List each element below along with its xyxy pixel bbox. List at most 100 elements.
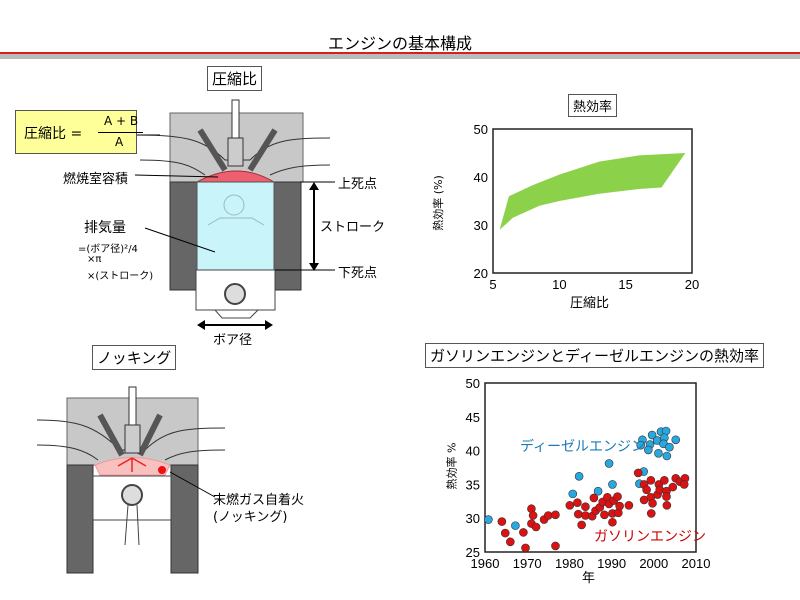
chart2-ytick: 40	[466, 444, 480, 459]
gasoline-point	[613, 492, 622, 501]
gasoline-point	[573, 509, 583, 519]
knocking-title: ノッキング	[92, 345, 177, 370]
chart2-xtick: 1980	[555, 556, 584, 571]
gasoline-point	[497, 517, 507, 526]
chart1-xlabel: 圧縮比	[570, 296, 610, 311]
label-combustion-volume: 燃焼室容積	[63, 172, 129, 187]
gasoline-point	[577, 520, 586, 530]
bore-arrow	[197, 320, 273, 330]
fraction-bar	[98, 132, 143, 133]
label-bdc: 下死点	[338, 266, 378, 281]
diesel-point	[593, 486, 603, 496]
chart2-ytick: 30	[466, 511, 480, 526]
gasoline-point	[668, 482, 678, 492]
gasoline-point	[608, 517, 617, 527]
displacement-formula-3: ×(ストローク)	[87, 271, 154, 282]
diesel-point	[662, 451, 672, 461]
chart2-xtick: 2010	[682, 556, 711, 571]
gasoline-point	[528, 511, 538, 520]
title-rule	[0, 52, 800, 54]
knocking-label-2: (ノッキング)	[213, 510, 288, 525]
gasoline-point	[565, 501, 575, 510]
diesel-series-label: ディーゼルエンジン	[520, 439, 646, 455]
gasoline-point	[646, 476, 656, 485]
gasoline-point	[581, 502, 590, 512]
gasoline-point	[521, 543, 530, 553]
gasoline-series-label: ガソリンエンジン	[594, 529, 706, 545]
label-displacement: 排気量	[84, 220, 126, 236]
gasoline-point	[589, 493, 599, 503]
knocking-label-1: 末燃ガス自着火	[213, 493, 305, 508]
chart2-ytick: 35	[466, 477, 480, 492]
gasoline-point	[500, 528, 510, 538]
diesel-point	[568, 489, 578, 499]
diesel-point	[647, 430, 657, 440]
diesel-point	[636, 440, 646, 450]
gasoline-point	[615, 501, 624, 511]
gasoline-point	[648, 499, 657, 508]
gasoline-point	[662, 492, 671, 501]
diesel-point	[654, 449, 663, 458]
formula-numerator: A + B	[104, 114, 139, 128]
displacement-formula-2: ×π	[87, 254, 102, 265]
chart1-xtick: 10	[552, 277, 566, 292]
chart1-ytick: 40	[474, 170, 488, 185]
chart2-plot-frame	[484, 382, 697, 553]
chart2-xtick: 1990	[597, 556, 626, 571]
gasoline-point	[506, 537, 515, 547]
diesel-point	[574, 471, 584, 481]
chart1-ytick: 30	[474, 218, 488, 233]
chart2-xtick: 2000	[639, 556, 668, 571]
chart2-title: ガソリンエンジンとディーゼルエンジンの熱効率	[425, 343, 764, 368]
diesel-point	[644, 445, 653, 455]
gasoline-point	[660, 476, 669, 485]
chart2-xlabel: 年	[582, 571, 596, 586]
formula-lhs: 圧縮比 =	[24, 126, 83, 142]
gasoline-point	[551, 510, 560, 520]
label-bore: ボア径	[213, 333, 253, 348]
stroke-arrow	[309, 182, 319, 271]
engine-cylinder-illustration	[139, 99, 331, 319]
chart2-xtick: 1960	[471, 556, 500, 571]
gasoline-point	[679, 480, 689, 489]
title-band	[0, 54, 800, 59]
gasoline-point	[519, 528, 528, 537]
compression-title: 圧縮比	[207, 66, 263, 91]
chart2-ytick: 45	[466, 410, 480, 425]
chart1-ytick: 20	[474, 266, 488, 281]
slide-title: エンジンの基本構成	[327, 34, 472, 53]
label-tdc: 上死点	[338, 177, 378, 192]
formula-denominator: A	[115, 135, 124, 149]
chart1-ytick: 50	[474, 122, 488, 137]
chart2-ytick: 50	[466, 376, 480, 391]
compression-formula-box: 圧縮比 = A + B A	[15, 110, 143, 154]
gasoline-point	[633, 468, 643, 478]
diesel-point	[484, 515, 493, 524]
chart1-xtick: 20	[685, 277, 699, 292]
chart2-ylabel: 熱効率 %	[445, 442, 459, 490]
chart1-xtick: 5	[489, 277, 496, 292]
gasoline-point	[600, 510, 609, 520]
autoignition-spot	[158, 466, 166, 474]
chart2-ytick: 25	[466, 545, 480, 560]
chart2-xtick: 1970	[513, 556, 542, 571]
diesel-point	[608, 480, 617, 489]
gasoline-point	[543, 511, 553, 520]
diesel-point	[665, 442, 674, 452]
label-stroke: ストローク	[320, 220, 386, 235]
gasoline-point	[662, 501, 672, 510]
efficiency-band	[499, 153, 686, 230]
diesel-point	[671, 435, 681, 445]
gasoline-point	[551, 541, 560, 551]
gasoline-point	[624, 501, 634, 510]
chart1-ylabel: 熱効率 (%)	[431, 175, 445, 231]
knocking-engine-illustration	[36, 386, 226, 574]
gasoline-point	[573, 498, 582, 507]
diesel-point	[604, 459, 614, 468]
diesel-point	[511, 521, 520, 530]
chart1-xtick: 15	[618, 277, 632, 292]
gasoline-point	[646, 509, 656, 518]
gasoline-point	[642, 485, 651, 495]
